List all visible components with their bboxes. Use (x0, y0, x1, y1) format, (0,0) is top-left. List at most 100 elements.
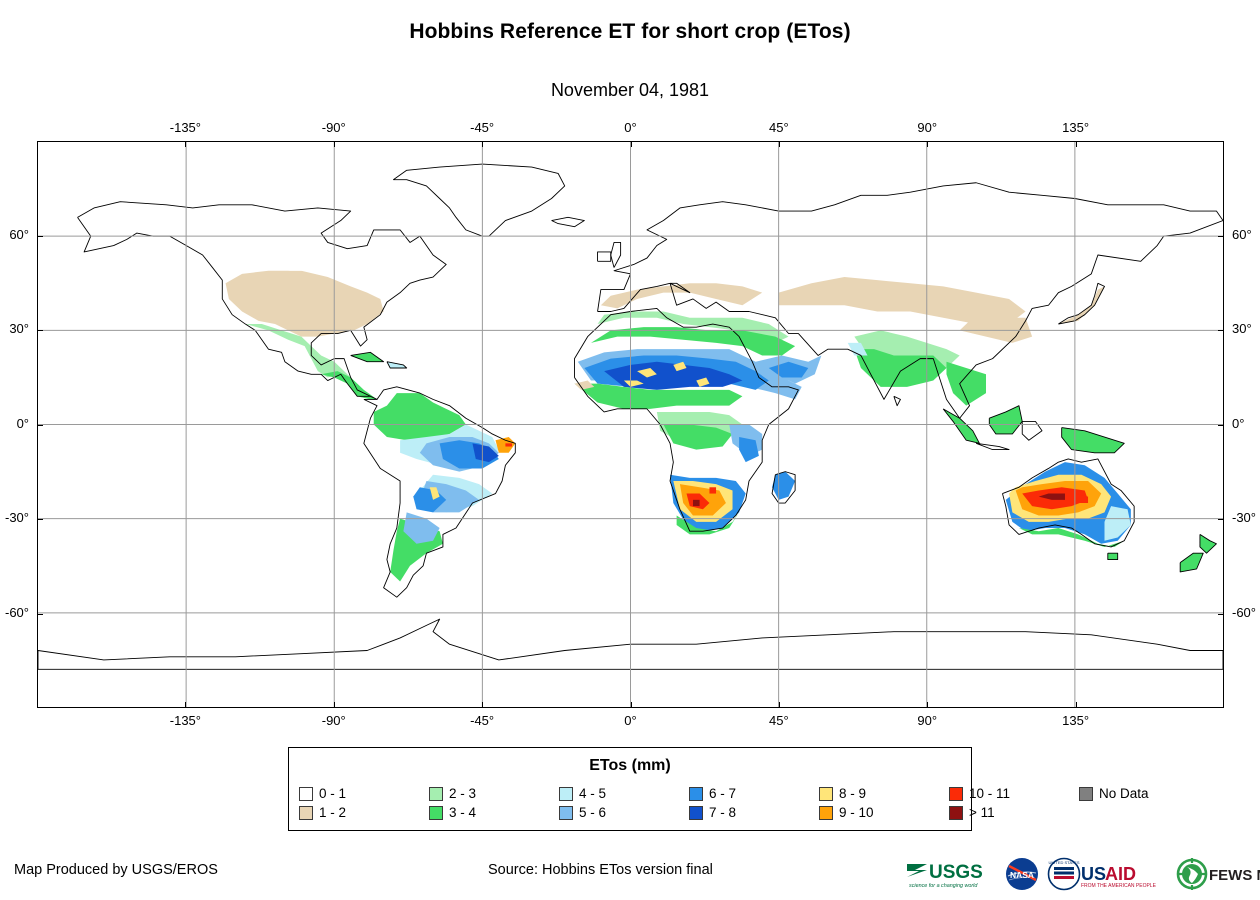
coastline-newguinea (1061, 427, 1125, 454)
coastline-eurasia (597, 182, 1223, 419)
etos-region (663, 424, 733, 450)
legend-item: > 11 (949, 803, 1079, 822)
fewsnet-logo[interactable]: FEWS NET (1176, 856, 1260, 892)
svg-text:FROM THE AMERICAN PEOPLE: FROM THE AMERICAN PEOPLE (1081, 883, 1157, 889)
coastline-nz_s (1179, 552, 1204, 573)
legend-item: 5 - 6 (559, 803, 689, 822)
coastline-hispaniola (386, 361, 408, 369)
x-axis-tick (333, 702, 335, 708)
coastline-ireland (597, 251, 612, 262)
legend-label: 4 - 5 (579, 786, 607, 801)
x-axis-label: 0° (624, 713, 637, 728)
graticule-layer (38, 142, 1223, 707)
legend-swatch (559, 805, 573, 820)
etos-region (795, 261, 993, 287)
page-subtitle: November 04, 1981 (550, 80, 710, 100)
etos-region (386, 361, 407, 368)
coastline-iceland (551, 216, 585, 228)
x-axis-label: 135° (1062, 120, 1090, 135)
etos-region (373, 393, 466, 441)
y-axis-label: 0° (16, 415, 29, 431)
svg-text:USGS: USGS (929, 862, 983, 883)
svg-text:US: US (1081, 864, 1106, 884)
x-axis-label: 45° (769, 120, 789, 135)
x-axis-tick (482, 141, 484, 147)
etos-region (1107, 553, 1118, 560)
legend-item: No Data (1079, 784, 1199, 803)
legend-item: 2 - 3 (429, 784, 559, 803)
usaid-logo[interactable]: UNITED STATES US AID FROM THE AMERICAN P… (1047, 856, 1169, 892)
legend-label: 5 - 6 (579, 805, 607, 820)
legend-item: 3 - 4 (429, 803, 559, 822)
legend-swatch (429, 786, 443, 801)
coastline-sumatra (942, 408, 980, 444)
legend-item: 8 - 9 (819, 784, 949, 803)
x-axis-label: -45° (470, 120, 495, 135)
map-plot-frame[interactable] (37, 141, 1224, 708)
x-axis-label: 0° (624, 120, 637, 135)
etos-region (403, 512, 440, 544)
legend-item: 6 - 7 (689, 784, 819, 803)
nasa-logo[interactable]: NASA (1004, 856, 1040, 892)
legend-label: 10 - 11 (969, 786, 1011, 801)
etos-region (637, 368, 657, 378)
legend-label: 9 - 10 (839, 805, 874, 820)
etos-region (505, 443, 512, 447)
legend-label: 6 - 7 (709, 786, 737, 801)
y-axis-tick (37, 235, 43, 237)
x-axis-label: -90° (321, 713, 346, 728)
coastline-madagascar (771, 471, 796, 504)
svg-text:science for a changing world: science for a changing world (909, 883, 978, 889)
legend-swatch (689, 786, 703, 801)
legend-swatch (429, 805, 443, 820)
legend-title: ETos (mm) (589, 757, 671, 774)
x-axis-label: 45° (769, 713, 789, 728)
etos-region (1180, 553, 1204, 572)
etos-region (1104, 506, 1131, 541)
y-axis-tick (1218, 330, 1224, 331)
x-axis-tick (482, 702, 484, 708)
etos-region (768, 380, 802, 400)
x-axis-label: 135° (1062, 713, 1090, 728)
x-axis-label: -135° (169, 713, 201, 728)
legend-item: 0 - 1 (299, 784, 429, 803)
legend-item: 4 - 5 (559, 784, 689, 803)
x-axis-tick (778, 141, 780, 147)
y-axis-label: 60° (9, 226, 29, 242)
x-axis-tick (630, 141, 632, 147)
y-axis-label: -60° (5, 604, 29, 620)
etos-region (1018, 528, 1125, 547)
legend-label: 0 - 1 (319, 786, 347, 801)
y-axis-label: 0° (1232, 415, 1245, 431)
etos-region (696, 377, 710, 387)
x-axis-label: -90° (321, 120, 346, 135)
legend-label: 1 - 2 (319, 805, 347, 820)
x-axis-label: 90° (917, 120, 938, 135)
y-axis-tick (1218, 519, 1224, 520)
legend-items: 0 - 1 1 - 2 2 - 3 3 - 4 4 - 5 5 - 6 6 - 7 7 - 8… (299, 784, 1199, 822)
coastline-java (975, 442, 1010, 451)
etos-region (946, 361, 986, 406)
legend-swatch (819, 805, 833, 820)
etos-region (590, 327, 796, 356)
etos-region (739, 437, 759, 463)
y-axis-label: -30° (1232, 510, 1256, 525)
coastline-tasmania (1107, 552, 1119, 560)
x-axis-tick (630, 702, 632, 708)
x-axis-tick (185, 141, 187, 147)
etos-region (778, 277, 1026, 325)
legend-label: 3 - 4 (449, 805, 477, 820)
coastline-greenland (393, 163, 566, 237)
etos-region (673, 361, 687, 372)
y-axis-tick (1218, 424, 1224, 426)
x-axis-label: -45° (470, 713, 495, 728)
y-axis-label: -60° (1232, 604, 1256, 620)
etos-region (429, 487, 440, 500)
legend-label: No Data (1099, 786, 1149, 801)
legend-swatch (299, 786, 313, 801)
usgs-logo[interactable]: USGS science for a changing world (905, 856, 997, 892)
page-title: Hobbins Reference ET for short crop (ETo… (409, 20, 851, 43)
y-axis-label: 30° (9, 321, 29, 336)
etos-region (574, 383, 743, 409)
coastline-srilanka (893, 395, 901, 407)
